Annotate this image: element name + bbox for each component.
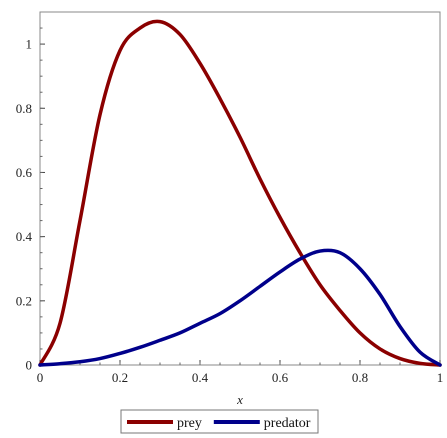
- legend-label-predator: predator: [264, 416, 311, 431]
- y-axis: 0 0.2 0.4 0.6 0.8 1: [16, 27, 45, 373]
- plot-area: [39, 11, 441, 366]
- legend-label-prey: prey: [177, 416, 202, 431]
- y-tick-label: 0.6: [16, 165, 33, 180]
- x-tick-label: 0.4: [192, 370, 209, 385]
- series-layer: [38, 19, 442, 367]
- y-tick-label: 0: [26, 358, 33, 373]
- y-tick-label: 0.8: [16, 101, 32, 116]
- x-tick-label: 1: [437, 370, 444, 385]
- y-tick-label: 1: [26, 37, 33, 52]
- x-tick-label: 0.2: [112, 370, 128, 385]
- x-tick-label: 0.8: [352, 370, 368, 385]
- y-tick-label: 0.4: [16, 229, 33, 244]
- x-axis-title: x: [236, 392, 243, 407]
- x-tick-label: 0.6: [272, 370, 289, 385]
- y-tick-label: 0.2: [16, 293, 32, 308]
- legend: prey predator: [120, 409, 319, 434]
- plot-border: [39, 11, 441, 366]
- x-tick-label: 0: [37, 370, 44, 385]
- series-line-predator: [38, 248, 442, 367]
- series-line-prey: [38, 19, 442, 367]
- x-axis: 0 0.2 0.4 0.6 0.8 1: [37, 360, 444, 385]
